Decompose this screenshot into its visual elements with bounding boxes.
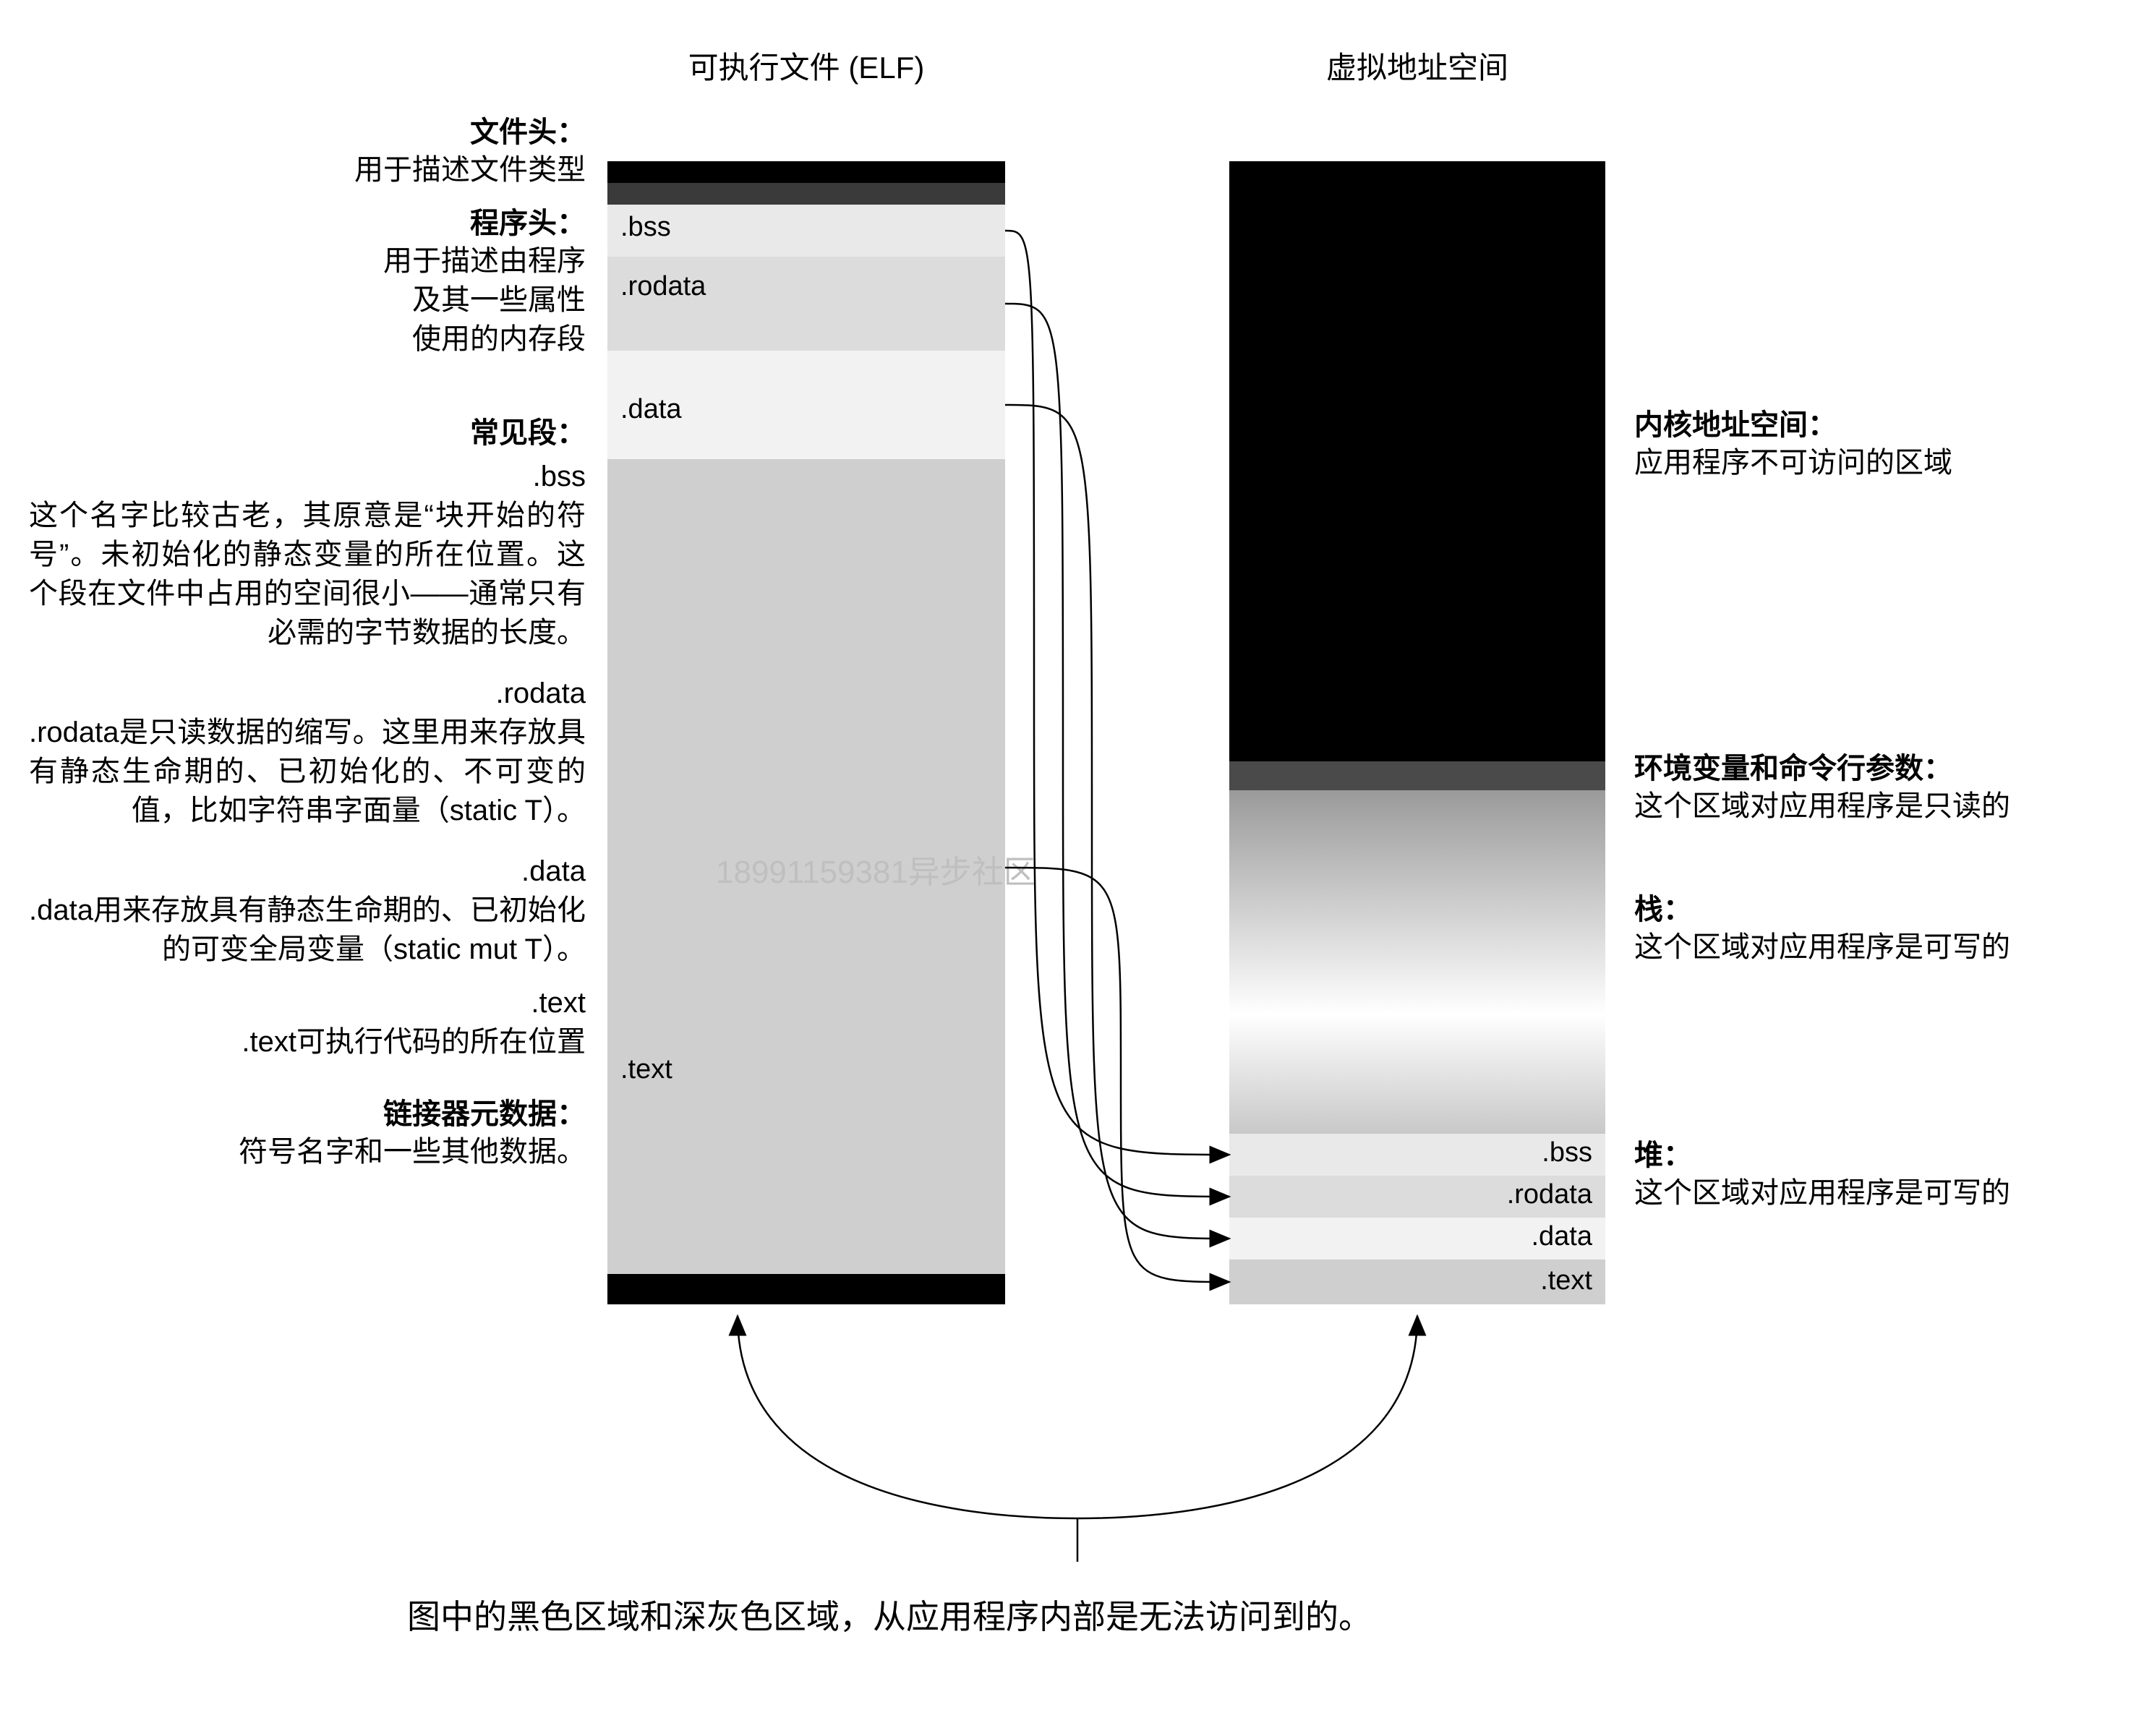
vas-seg-label-vbss: .bss (1229, 1137, 1605, 1168)
ann-data-body: .data用来存放具有静态生命期的、已初始化的可变全局变量（static mut… (29, 891, 586, 969)
elf-seg-linker-meta (607, 1274, 1005, 1304)
vas-seg-label-vtext: .text (1229, 1265, 1605, 1296)
vas-seg-env (1229, 761, 1605, 790)
ann-rodata-title: .rodata (29, 674, 586, 713)
ann-file-header-title: 文件头： (29, 108, 586, 150)
ann-text-title: .text (29, 983, 586, 1022)
mapping-arrow (1005, 405, 1229, 1239)
elf-seg-file-header (607, 161, 1005, 183)
ann-file-header-body: 用于描述文件类型 (29, 150, 586, 189)
vas-title: 虚拟地址空间 (1229, 43, 1605, 87)
elf-seg-label-rodata: .rodata (620, 271, 706, 302)
vas-seg-label-vdata: .data (1229, 1221, 1605, 1252)
ann-env-title: 环境变量和命令行参数： (1634, 745, 2097, 787)
ann-kernel-body: 应用程序不可访问的区域 (1634, 443, 2097, 482)
ann-text-body: .text可执行代码的所在位置 (29, 1022, 586, 1061)
ann-stack-body: 这个区域对应用程序是可写的 (1634, 928, 2097, 967)
ann-heap: 堆： 这个区域对应用程序是可写的 (1634, 1132, 2097, 1213)
bottom-curve-right (1077, 1316, 1417, 1518)
mapping-arrow (1005, 231, 1229, 1155)
ann-kernel: 内核地址空间： 应用程序不可访问的区域 (1634, 401, 2097, 482)
vas-seg-stack (1229, 790, 1605, 1014)
vas-seg-heap (1229, 1014, 1605, 1134)
ann-linker-title: 链接器元数据： (29, 1090, 586, 1132)
vas-seg-kernel (1229, 161, 1605, 761)
ann-heap-body: 这个区域对应用程序是可写的 (1634, 1173, 2097, 1213)
ann-rodata-body: .rodata是只读数据的缩写。这里用来存放具有静态生命期的、已初始化的、不可变… (29, 713, 586, 830)
elf-seg-label-text: .text (620, 1054, 672, 1085)
ann-prog-header-title: 程序头： (29, 200, 586, 241)
ann-common-seg-title: 常见段： (29, 409, 586, 451)
ann-stack: 栈： 这个区域对应用程序是可写的 (1634, 886, 2097, 967)
elf-seg-label-bss: .bss (620, 212, 671, 243)
bottom-curve-left (738, 1316, 1077, 1518)
ann-linker-body: 符号名字和一些其他数据。 (29, 1132, 586, 1171)
ann-stack-title: 栈： (1634, 886, 2097, 928)
mapping-arrow (1005, 304, 1229, 1197)
elf-title: 可执行文件 (ELF) (607, 43, 1005, 87)
left-annotations: 文件头： 用于描述文件类型 程序头： 用于描述由程序 及其一些属性 使用的内存段… (29, 108, 586, 1171)
ann-env-body: 这个区域对应用程序是只读的 (1634, 787, 2097, 826)
ann-heap-title: 堆： (1634, 1132, 2097, 1173)
ann-kernel-title: 内核地址空间： (1634, 401, 2097, 443)
ann-data-title: .data (29, 852, 586, 891)
vas-seg-label-vrodata: .rodata (1229, 1179, 1605, 1210)
elf-seg-program-header (607, 183, 1005, 205)
ann-bss-title: .bss (29, 457, 586, 496)
ann-env: 环境变量和命令行参数： 这个区域对应用程序是只读的 (1634, 745, 2097, 826)
ann-bss-body: 这个名字比较古老，其原意是“块开始的符号”。未初始化的静态变量的所在位置。这个段… (29, 496, 586, 652)
mapping-arrow (1005, 868, 1229, 1282)
ann-prog-header-body: 用于描述由程序 及其一些属性 使用的内存段 (29, 241, 586, 359)
elf-seg-label-data: .data (620, 394, 682, 425)
bottom-caption: 图中的黑色区域和深灰色区域，从应用程序内部是无法访问到的。 (239, 1591, 1540, 1638)
watermark: 18991159381异步社区 (716, 846, 1035, 892)
